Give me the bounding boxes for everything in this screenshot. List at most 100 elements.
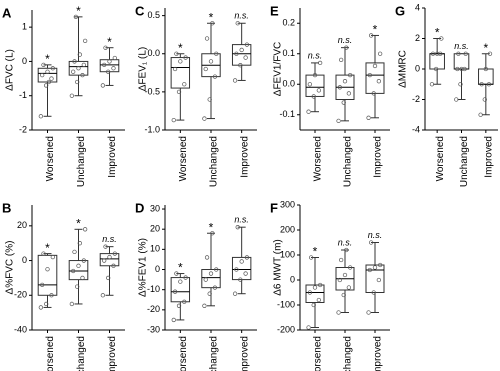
data-point — [244, 42, 250, 47]
data-point — [82, 227, 88, 232]
data-point — [103, 244, 108, 249]
data-point — [41, 251, 46, 256]
y-axis-label: Δ%FEV1 (%) — [138, 238, 149, 297]
data-point — [342, 272, 348, 278]
box — [170, 57, 191, 89]
significance: n.s. — [454, 41, 469, 51]
data-point — [243, 55, 248, 60]
y-tick-label: 20 — [17, 220, 27, 230]
x-tick-label: Worsened — [45, 136, 56, 181]
data-point — [430, 51, 436, 56]
data-point — [41, 62, 46, 68]
x-tick-label: Unchanged — [209, 336, 220, 371]
data-point — [377, 262, 383, 268]
y-tick-label: -20 — [14, 290, 27, 300]
data-point — [77, 241, 82, 246]
x-tick-label: Improved — [239, 336, 250, 371]
data-point — [103, 45, 108, 50]
data-point — [311, 94, 316, 99]
x-tick-label: Worsened — [435, 136, 446, 181]
data-point — [210, 231, 215, 236]
significance: * — [178, 261, 183, 275]
box — [37, 254, 58, 296]
data-point — [238, 277, 243, 282]
data-point — [77, 52, 82, 57]
data-point — [214, 51, 219, 56]
y-tick-label: 1 — [22, 22, 27, 32]
data-point — [483, 66, 488, 72]
data-point — [76, 66, 81, 71]
data-point — [112, 55, 117, 61]
data-point — [171, 317, 176, 323]
y-axis-label: ΔFVC (L) — [5, 49, 16, 91]
data-point — [81, 258, 86, 263]
data-point — [368, 240, 374, 245]
box — [231, 44, 252, 66]
y-tick-label: -100 — [277, 299, 295, 309]
data-point — [439, 36, 444, 41]
box — [231, 256, 252, 281]
data-point — [482, 97, 487, 102]
data-point — [455, 66, 460, 72]
data-point — [368, 33, 374, 38]
y-tick-label: 4 — [415, 2, 420, 12]
significance: * — [313, 245, 318, 259]
data-point — [50, 254, 55, 260]
y-tick-label: -0.1 — [279, 109, 295, 119]
y-tick-label: -20 — [147, 304, 160, 314]
data-point — [316, 297, 322, 303]
data-point — [38, 114, 44, 119]
data-point — [346, 285, 352, 290]
data-point — [212, 74, 218, 79]
box — [478, 68, 494, 85]
y-tick-label: 0 — [415, 63, 420, 73]
y-axis-label: ΔMMRC — [398, 50, 409, 88]
y-tick-label: -10 — [147, 284, 160, 294]
data-point — [202, 303, 207, 308]
x-tick-label: Worsened — [178, 336, 189, 371]
data-point — [183, 55, 188, 60]
data-point — [107, 254, 112, 260]
panel-label: F — [270, 200, 278, 215]
data-point — [46, 79, 51, 85]
box — [68, 60, 89, 76]
x-tick-label: Improved — [239, 136, 250, 178]
y-axis-label: Δ%FVC (%) — [5, 241, 16, 295]
data-point — [337, 85, 343, 90]
data-point — [307, 290, 313, 295]
data-point — [376, 277, 382, 283]
data-point — [44, 301, 49, 307]
data-point — [207, 97, 212, 102]
data-point — [239, 259, 244, 264]
significance: * — [209, 220, 214, 234]
significance: * — [45, 52, 50, 66]
data-point — [341, 292, 346, 298]
significance: n.s. — [234, 11, 249, 21]
data-point — [214, 267, 219, 272]
data-point — [204, 36, 210, 41]
x-tick-label: Worsened — [313, 336, 324, 371]
y-tick-label: 200 — [280, 224, 295, 234]
x-tick-label: Worsened — [313, 136, 324, 181]
y-axis-label: ΔFEV1/FVC — [273, 42, 284, 96]
data-point — [203, 66, 208, 72]
y-tick-label: 0 — [22, 56, 27, 66]
data-point — [102, 62, 107, 68]
data-point — [336, 310, 341, 315]
significance: * — [209, 10, 214, 24]
box — [201, 269, 221, 289]
data-point — [176, 303, 182, 308]
y-tick-label: -4 — [412, 124, 420, 134]
data-point — [183, 275, 188, 280]
x-tick-label: Improved — [373, 336, 384, 371]
box — [365, 62, 385, 94]
significance: n.s. — [234, 215, 249, 225]
significance: * — [373, 23, 378, 37]
data-point — [45, 267, 50, 272]
data-point — [376, 79, 382, 84]
data-point — [235, 21, 240, 26]
panel-label: E — [270, 3, 279, 18]
data-point — [459, 66, 464, 72]
data-point — [337, 277, 343, 283]
y-tick-label: 0 — [155, 264, 160, 274]
